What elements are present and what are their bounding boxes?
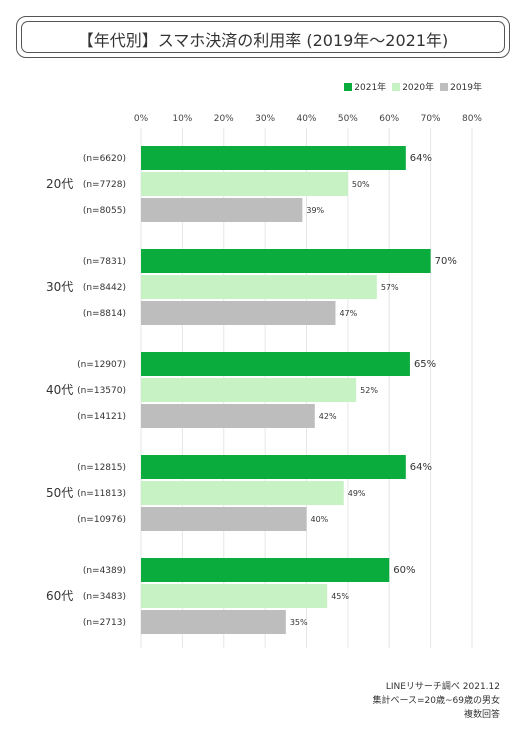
bar-value-label: 60%	[393, 565, 415, 576]
legend-swatch-2019	[440, 82, 449, 91]
sample-size-label: (n=6620)	[83, 154, 126, 164]
sample-size-label: (n=7728)	[83, 180, 126, 190]
sample-size-label: (n=12907)	[77, 360, 126, 370]
group-label: 30代	[46, 280, 73, 294]
sample-size-label: (n=11813)	[77, 489, 126, 499]
bar	[141, 481, 344, 505]
title-frame: 【年代別】スマホ決済の利用率 (2019年～2021年)	[16, 16, 510, 58]
bar-value-label: 49%	[348, 489, 366, 498]
legend: 2021年 2020年 2019年	[344, 80, 482, 93]
bar	[141, 584, 328, 608]
bar-value-label: 52%	[360, 386, 378, 395]
x-tick-label: 20%	[214, 114, 234, 124]
bar-value-label: 42%	[319, 412, 337, 421]
bar-value-label: 40%	[311, 515, 329, 524]
footer-base: 集計ベース=20歳~69歳の男女	[372, 696, 500, 706]
legend-label-2019: 2019年	[450, 83, 482, 93]
legend-item-2019: 2019年	[440, 80, 482, 93]
group-label: 50代	[46, 486, 73, 500]
x-tick-label: 60%	[379, 114, 399, 124]
sample-size-label: (n=8814)	[83, 309, 126, 319]
bar	[141, 558, 390, 582]
legend-swatch-2021	[344, 82, 353, 91]
bar	[141, 507, 307, 531]
title-inner-frame	[21, 21, 505, 53]
x-tick-label: 80%	[462, 114, 482, 124]
x-tick-label: 40%	[296, 114, 316, 124]
sample-size-label: (n=7831)	[83, 257, 126, 267]
bar-value-label: 57%	[381, 283, 399, 292]
bar	[141, 404, 315, 428]
legend-item-2020: 2020年	[392, 80, 434, 93]
sample-size-label: (n=8442)	[83, 283, 126, 293]
chart-title: 【年代別】スマホ決済の利用率 (2019年～2021年)	[77, 31, 449, 50]
x-tick-label: 50%	[338, 114, 358, 124]
footer-notes: LINEリサーチ調べ 2021.12 集計ベース=20歳~69歳の男女 複数回答	[372, 680, 500, 722]
legend-label-2021: 2021年	[354, 83, 387, 93]
group-label: 40代	[46, 383, 73, 397]
legend-label-2020: 2020年	[402, 83, 435, 93]
x-tick-label: 30%	[255, 114, 275, 124]
footer-note: 複数回答	[463, 710, 500, 720]
bar	[141, 249, 431, 273]
bar-value-label: 39%	[306, 206, 324, 215]
bar-value-label: 50%	[352, 180, 370, 189]
bar	[141, 610, 286, 634]
bar	[141, 301, 336, 325]
x-tick-label: 10%	[172, 114, 192, 124]
bar	[141, 352, 410, 376]
legend-swatch-2020	[392, 82, 401, 91]
sample-size-label: (n=8055)	[83, 206, 126, 216]
sample-size-label: (n=12815)	[77, 463, 126, 473]
bar-value-label: 45%	[331, 592, 349, 601]
bar-value-label: 64%	[410, 462, 432, 473]
sample-size-label: (n=4389)	[83, 566, 126, 576]
bar-value-label: 64%	[410, 153, 432, 164]
bar	[141, 198, 303, 222]
sample-size-label: (n=13570)	[77, 386, 126, 396]
sample-size-label: (n=2713)	[83, 618, 126, 628]
bar	[141, 275, 377, 299]
footer-source: LINEリサーチ調べ 2021.12	[385, 682, 500, 692]
group-label: 60代	[46, 589, 73, 603]
bar-value-label: 70%	[435, 256, 457, 267]
bar	[141, 146, 406, 170]
bar	[141, 455, 406, 479]
bar	[141, 172, 348, 196]
bar-value-label: 47%	[339, 309, 357, 318]
x-tick-label: 0%	[134, 114, 149, 124]
sample-size-label: (n=3483)	[83, 592, 126, 602]
sample-size-label: (n=14121)	[77, 412, 126, 422]
group-label: 20代	[46, 177, 73, 191]
sample-size-label: (n=10976)	[77, 515, 126, 525]
bar	[141, 378, 357, 402]
bar-value-label: 65%	[414, 359, 436, 370]
x-tick-label: 70%	[421, 114, 441, 124]
legend-item-2021: 2021年	[344, 80, 386, 93]
bar-value-label: 35%	[290, 618, 308, 627]
